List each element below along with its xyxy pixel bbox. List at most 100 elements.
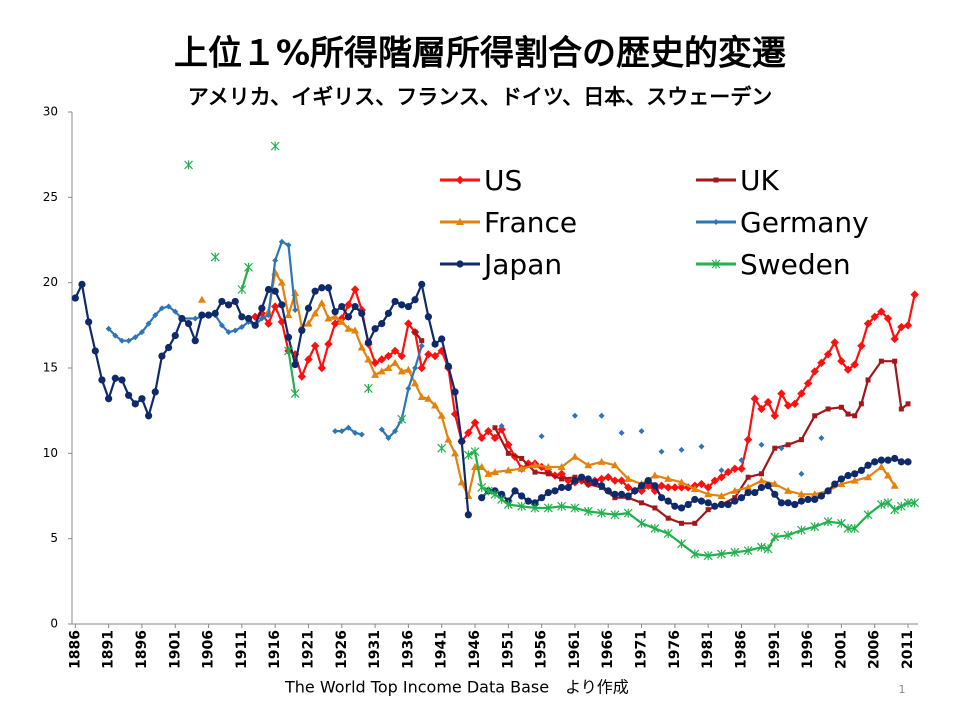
point bbox=[344, 313, 353, 321]
point bbox=[583, 506, 593, 516]
legend-label: France bbox=[484, 206, 577, 239]
point bbox=[412, 329, 418, 335]
point bbox=[730, 464, 740, 473]
point bbox=[438, 335, 446, 343]
point bbox=[904, 458, 912, 466]
point bbox=[264, 307, 273, 315]
point bbox=[192, 315, 199, 322]
point bbox=[851, 470, 859, 478]
y-tick-label: 0 bbox=[50, 617, 58, 631]
legend-label: Sweden bbox=[740, 248, 851, 281]
point bbox=[210, 252, 220, 262]
point bbox=[863, 510, 873, 520]
point bbox=[797, 389, 806, 398]
point bbox=[284, 346, 293, 356]
x-tick-label: 1976 bbox=[667, 630, 683, 669]
point bbox=[823, 350, 833, 359]
point bbox=[430, 351, 440, 361]
point bbox=[105, 395, 113, 403]
point bbox=[791, 500, 799, 509]
x-tick-label: 1911 bbox=[234, 630, 250, 669]
point bbox=[131, 400, 139, 408]
point bbox=[883, 314, 893, 323]
point bbox=[758, 471, 764, 477]
point bbox=[518, 492, 526, 500]
point bbox=[597, 457, 606, 465]
point bbox=[784, 499, 792, 507]
point bbox=[111, 374, 119, 382]
point bbox=[783, 530, 793, 540]
point bbox=[331, 308, 339, 316]
point bbox=[571, 412, 578, 419]
point bbox=[345, 424, 352, 431]
point bbox=[378, 320, 386, 328]
point bbox=[624, 483, 633, 492]
point bbox=[417, 363, 426, 373]
y-tick-label: 5 bbox=[50, 531, 58, 545]
point bbox=[704, 499, 712, 507]
x-tick-label: 1931 bbox=[367, 630, 383, 669]
point bbox=[503, 500, 513, 510]
point bbox=[737, 464, 746, 473]
point bbox=[797, 497, 806, 505]
point bbox=[812, 413, 818, 419]
x-tick-label: 1926 bbox=[334, 630, 350, 669]
point bbox=[371, 370, 380, 378]
point bbox=[278, 238, 285, 245]
point bbox=[304, 319, 313, 327]
point bbox=[731, 497, 739, 505]
x-tick-label: 1916 bbox=[267, 630, 283, 669]
point bbox=[398, 301, 406, 309]
point bbox=[858, 401, 864, 407]
point bbox=[764, 482, 772, 490]
point bbox=[105, 325, 112, 332]
point bbox=[558, 483, 566, 492]
point bbox=[737, 494, 746, 502]
point bbox=[905, 401, 911, 407]
point bbox=[777, 389, 786, 398]
point bbox=[264, 285, 273, 294]
point bbox=[317, 299, 326, 307]
point bbox=[610, 461, 619, 469]
x-tick-label: 1966 bbox=[600, 630, 616, 669]
point bbox=[544, 488, 552, 497]
x-tick-label: 1896 bbox=[134, 630, 150, 669]
point bbox=[231, 297, 239, 306]
point bbox=[385, 434, 392, 441]
point bbox=[424, 350, 433, 359]
point bbox=[265, 312, 272, 319]
point bbox=[304, 355, 313, 364]
point bbox=[836, 518, 846, 528]
point bbox=[631, 487, 639, 495]
point bbox=[271, 287, 279, 295]
point bbox=[637, 486, 646, 496]
point bbox=[464, 428, 473, 438]
point bbox=[412, 365, 419, 371]
point bbox=[531, 499, 539, 507]
point bbox=[484, 426, 493, 436]
point bbox=[745, 474, 751, 480]
point bbox=[790, 399, 799, 409]
point bbox=[350, 285, 360, 294]
series-line bbox=[267, 269, 896, 500]
point bbox=[644, 481, 653, 490]
point bbox=[491, 468, 499, 476]
point bbox=[91, 347, 99, 355]
point bbox=[218, 297, 226, 306]
point bbox=[877, 307, 886, 316]
point bbox=[903, 321, 913, 330]
point bbox=[284, 333, 293, 341]
point bbox=[763, 397, 773, 407]
point bbox=[145, 412, 153, 420]
point bbox=[738, 457, 745, 464]
point bbox=[584, 461, 593, 469]
point bbox=[384, 309, 393, 317]
point bbox=[498, 423, 505, 430]
legend-label: Japan bbox=[482, 248, 562, 281]
point bbox=[850, 523, 860, 533]
point bbox=[624, 492, 632, 500]
point bbox=[863, 319, 873, 328]
point bbox=[865, 377, 871, 383]
point bbox=[638, 428, 645, 435]
point bbox=[258, 315, 265, 322]
